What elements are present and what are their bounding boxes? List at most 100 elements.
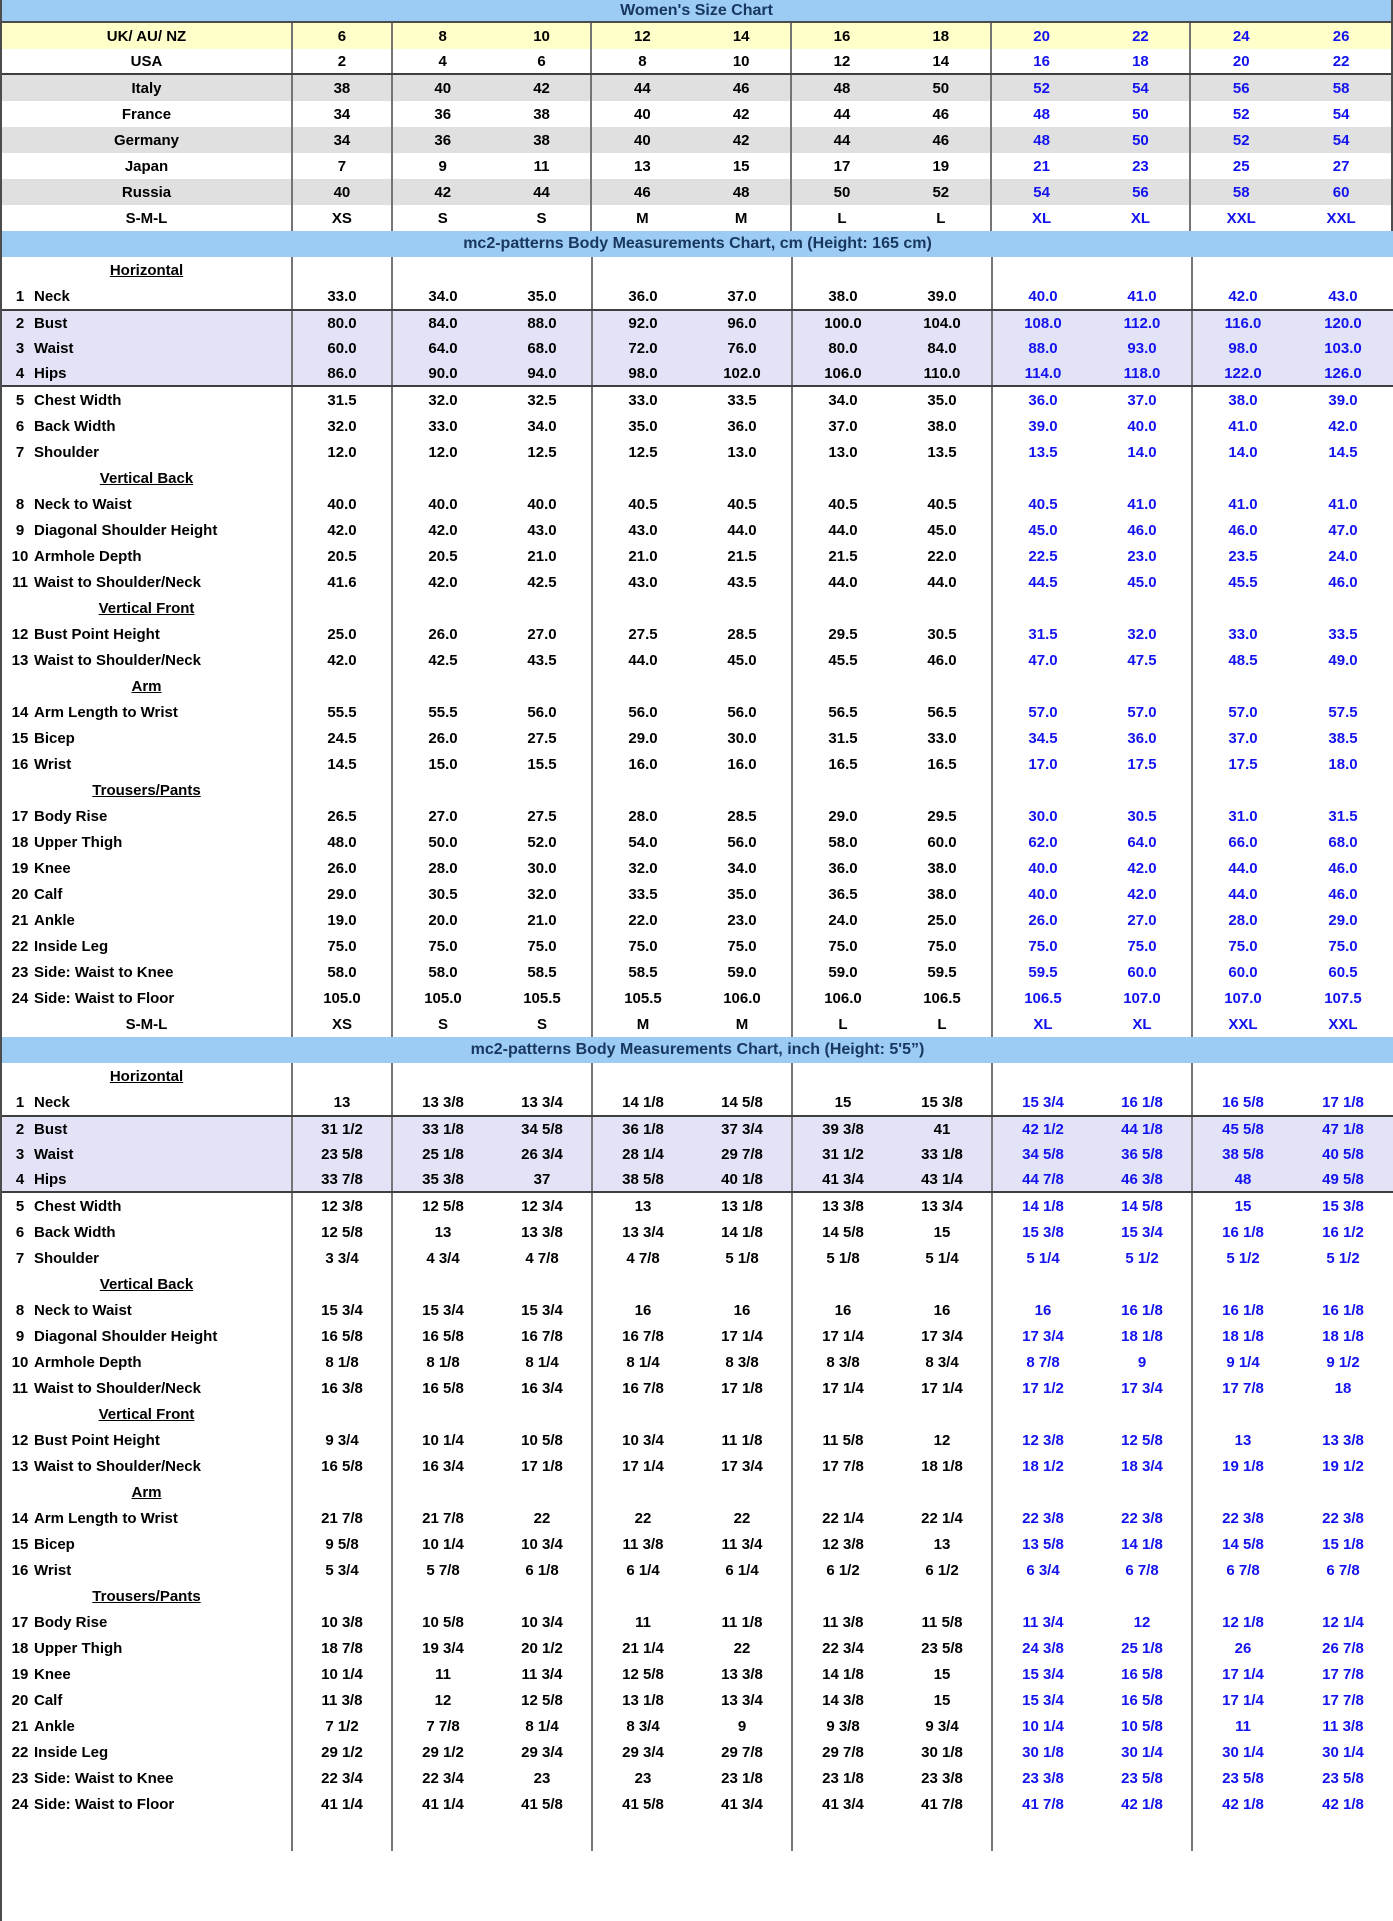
value-cell: 92.0: [628, 314, 658, 332]
value-cell: 13 3/4: [622, 1223, 664, 1241]
row-label: 11 Waist to Shoulder/Neck: [2, 1375, 293, 1401]
value-cell: 49 5/8: [1322, 1170, 1364, 1188]
value-cell: 13 1/8: [622, 1691, 664, 1709]
value-cell: 40: [434, 79, 452, 97]
row-number: 9: [15, 521, 25, 539]
value-cell: 21 1/4: [622, 1639, 664, 1657]
value-cell: 106.5: [893, 985, 993, 1011]
value-cell: [693, 1479, 793, 1505]
value-cell: 33 1/8: [422, 1120, 464, 1138]
value-cell: M: [636, 209, 649, 227]
value-cell: 114.0: [1024, 364, 1062, 382]
value-cell: 104.0: [893, 311, 993, 335]
value-cell: 26: [1234, 1639, 1252, 1657]
value-cell: 29 3/4: [622, 1743, 664, 1761]
value-cell: 17: [833, 157, 851, 175]
value-cell: 15 3/4: [422, 1301, 464, 1319]
row-number: 14: [11, 703, 29, 721]
value-cell: 24.0: [828, 911, 858, 929]
value-cell: [1193, 1479, 1293, 1505]
measurement-name: Wrist: [34, 1561, 72, 1579]
value-cell: 38.0: [828, 287, 858, 305]
row-label: 21 Ankle: [2, 1713, 293, 1739]
value-cell: 9 3/8: [826, 1717, 860, 1735]
table-row: 1 Neck 33.0 34.0 35.0 36.0 37.0 38.0 39.0 40.0 41.…: [2, 283, 1393, 309]
row-number: 20: [11, 1691, 29, 1709]
value-cell: XL: [1093, 1011, 1193, 1037]
value-cell: 17 1/4: [822, 1379, 864, 1397]
row-number: 17: [11, 1613, 29, 1631]
value-cell: 21.0: [493, 907, 593, 933]
value-cell: 68.0: [1328, 833, 1358, 851]
value-cell: 56.0: [493, 699, 593, 725]
value-cell: 7 1/2: [293, 1713, 393, 1739]
value-cell: 31 1/2: [293, 1117, 393, 1141]
value-cell: 56.0: [628, 703, 658, 721]
value-cell: 23: [634, 1769, 652, 1787]
row-number: 23: [11, 963, 29, 981]
value-cell: [1093, 777, 1193, 803]
row-label: 6 Back Width: [2, 413, 293, 439]
row-number: 15: [11, 1535, 29, 1553]
value-cell: 43.0: [493, 517, 593, 543]
value-cell: 17 3/4: [1022, 1327, 1064, 1345]
value-cell: 10 1/4: [422, 1535, 464, 1553]
table-row: 4 Hips 86.0 90.0 94.0 98.0 102.0 106.0 110.0 114.…: [2, 361, 1393, 387]
row-number: 24: [11, 989, 29, 1007]
value-cell: 10 3/4: [622, 1431, 664, 1449]
value-cell: 27.0: [1093, 907, 1193, 933]
value-cell: 25 1/8: [422, 1145, 464, 1163]
value-cell: 13.0: [693, 439, 793, 465]
value-cell: 11 1/8: [693, 1609, 793, 1635]
value-cell: 11: [493, 153, 593, 179]
value-cell: [793, 1583, 893, 1609]
value-cell: 22.5: [1028, 547, 1058, 565]
value-cell: 42.0: [293, 647, 393, 673]
value-cell: 22.0: [893, 543, 993, 569]
value-cell: [693, 777, 793, 803]
value-cell: [393, 1063, 493, 1089]
value-cell: [893, 777, 993, 803]
row-label: 1 Neck: [2, 1089, 293, 1115]
value-cell: 107.0: [1093, 985, 1193, 1011]
value-cell: 13 3/8: [493, 1219, 593, 1245]
row-label: 13 Waist to Shoulder/Neck: [2, 647, 293, 673]
value-cell: 56.5: [893, 699, 993, 725]
value-cell: 16.0: [693, 751, 793, 777]
value-cell: 25: [1232, 157, 1250, 175]
value-cell: [493, 257, 593, 283]
value-cell: 41.0: [1093, 491, 1193, 517]
value-cell: 27.5: [628, 625, 658, 643]
row-number: 6: [15, 1223, 25, 1241]
measurement-name: Waist to Shoulder/Neck: [34, 1457, 201, 1475]
value-cell: 41.0: [1228, 495, 1258, 513]
value-cell: 26 3/4: [493, 1141, 593, 1167]
value-cell: [1293, 1401, 1393, 1427]
value-cell: 41 3/4: [822, 1170, 864, 1188]
row-number: 2: [15, 314, 25, 332]
value-cell: L: [893, 1011, 993, 1037]
value-cell: 10 1/4: [293, 1661, 393, 1687]
value-cell: 14 5/8: [822, 1223, 864, 1241]
value-cell: [693, 1817, 793, 1851]
row-number: 11: [12, 1379, 28, 1397]
value-cell: 6 1/2: [826, 1561, 860, 1579]
row-label: Vertical Front: [2, 1401, 293, 1427]
value-cell: 15 3/8: [1322, 1197, 1364, 1215]
value-cell: 16: [693, 1297, 793, 1323]
value-cell: 17 1/2: [1022, 1379, 1064, 1397]
row-label: 12 Bust Point Height: [2, 1427, 293, 1453]
value-cell: 42: [493, 75, 593, 101]
value-cell: 52.0: [493, 829, 593, 855]
value-cell: 16 1/8: [1322, 1301, 1364, 1319]
value-cell: 40.0: [1028, 859, 1058, 877]
value-cell: 12: [833, 52, 851, 70]
value-cell: 16 1/8: [1093, 1297, 1193, 1323]
value-cell: 50: [833, 183, 851, 201]
value-cell: 29 7/8: [693, 1141, 793, 1167]
value-cell: 38 5/8: [622, 1170, 664, 1188]
value-cell: 8 3/8: [826, 1353, 860, 1371]
value-cell: 27.0: [428, 807, 458, 825]
value-cell: 17 1/8: [1322, 1093, 1364, 1111]
value-cell: 9 3/4: [293, 1427, 393, 1453]
